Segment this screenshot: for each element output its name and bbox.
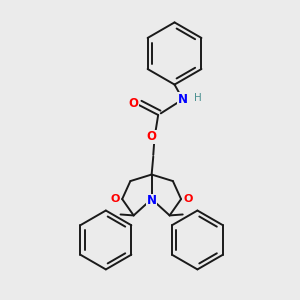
Text: H: H (194, 93, 201, 103)
Text: O: O (184, 194, 193, 204)
Text: O: O (110, 194, 120, 204)
Text: O: O (146, 130, 156, 143)
Text: O: O (128, 98, 138, 110)
Text: N: N (178, 93, 188, 106)
Text: N: N (147, 194, 157, 207)
